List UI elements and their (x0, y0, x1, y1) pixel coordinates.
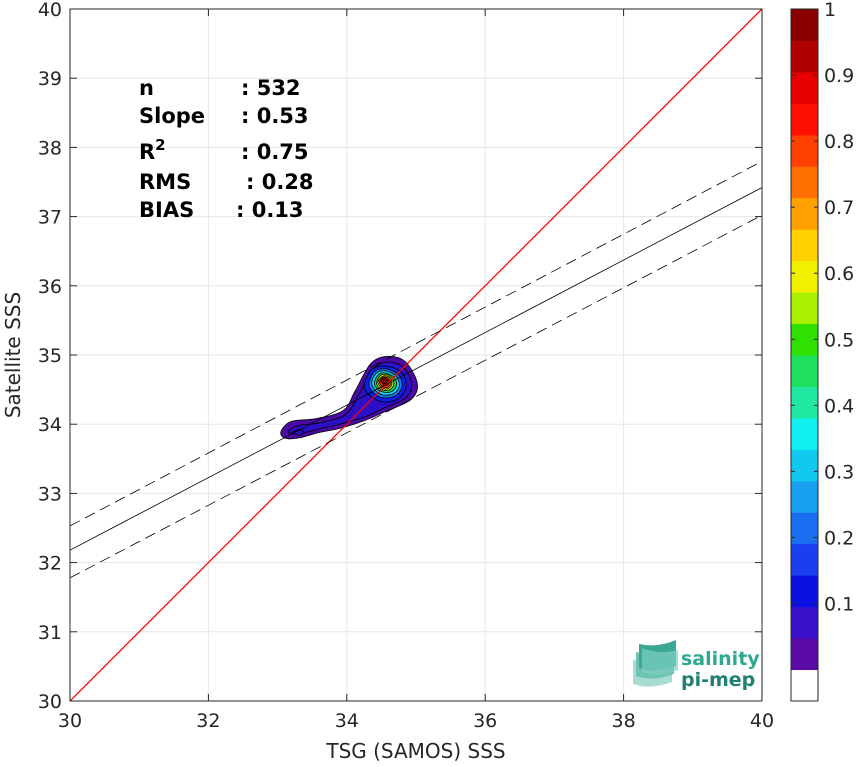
colorbar-segment (791, 417, 818, 450)
x-tick-label: 32 (196, 710, 220, 732)
colorbar-tick-label: 0.8 (824, 131, 854, 153)
colorbar-segment (791, 292, 818, 325)
y-tick-label: 35 (38, 345, 62, 367)
colorbar-segment (791, 71, 818, 104)
stat-value: : 0.28 (246, 170, 314, 194)
logo-waves-icon (633, 640, 678, 687)
colorbar-segment (791, 40, 818, 73)
regression-lines (70, 9, 762, 701)
y-tick-label: 34 (38, 414, 62, 436)
colorbar-frame (790, 8, 819, 702)
x-tick-label: 40 (750, 710, 774, 732)
colorbar-segment (791, 449, 818, 482)
y-tick-label: 38 (38, 137, 62, 159)
colorbar-tick-label: 0.2 (824, 527, 854, 549)
stat-value: : 0.75 (241, 140, 309, 164)
grid-lines (69, 8, 763, 702)
y-tick-label: 39 (38, 68, 62, 90)
colorbar-tick-label: 0.1 (824, 593, 854, 615)
density-contour-level (382, 378, 388, 385)
colorbar-segment (791, 197, 818, 230)
colorbar-segment (791, 323, 818, 356)
logo-text-line2: pi-mep (681, 669, 755, 691)
colorbar-segment (791, 543, 818, 576)
y-tick-label: 32 (38, 553, 62, 575)
stat-value: : 532 (241, 76, 301, 100)
colorbar-tick-label: 1 (824, 0, 836, 21)
stat-label: RMS (139, 170, 191, 194)
x-tick-label: 38 (612, 710, 636, 732)
colorbar-tick-label: 0.4 (824, 395, 854, 417)
identity-line (70, 9, 762, 701)
colorbar-segment (791, 386, 818, 419)
statistics-panel: n : 532 Slope : 0.53 R2 : 0.75 RMS : 0.28 BIAS : … (139, 76, 314, 222)
regression-bound-line (70, 160, 762, 527)
colorbar-tick-label: 0.6 (824, 263, 854, 285)
colorbar (791, 9, 818, 702)
colorbar-segment (791, 103, 818, 136)
x-tick-label: 34 (335, 710, 359, 732)
x-tick-label: 30 (58, 710, 82, 732)
y-tick-label: 31 (38, 622, 62, 644)
colorbar-segment (791, 606, 818, 639)
colorbar-tick-label: 0.9 (824, 65, 854, 87)
x-axis-label: TSG (SAMOS) SSS (325, 739, 505, 763)
colorbar-segment (791, 575, 818, 608)
stat-value: : 0.53 (241, 104, 309, 128)
colorbar-segment (791, 166, 818, 199)
density-contours (280, 355, 418, 440)
colorbar-tick-label: 0.7 (824, 197, 854, 219)
regression-fit-line (70, 187, 762, 551)
y-tick-label: 37 (38, 207, 62, 229)
x-axis-ticks: 30 32 34 36 38 40 (58, 9, 774, 732)
stat-label: n (139, 76, 154, 100)
y-axis-ticks: 30 31 32 33 34 35 36 37 38 39 40 (38, 0, 762, 713)
colorbar-segment (791, 260, 818, 293)
x-tick-label: 36 (473, 710, 497, 732)
density-contour-level (292, 429, 305, 436)
colorbar-segment (791, 9, 818, 41)
stat-label: R2 (139, 136, 166, 164)
y-tick-label: 30 (38, 691, 62, 713)
salinity-pi-mep-logo: salinity pi-mep (633, 640, 760, 691)
colorbar-tick-label: 0.3 (824, 461, 854, 483)
logo-text-line1: salinity (681, 648, 760, 670)
colorbar-segment (791, 638, 818, 671)
colorbar-segment (791, 669, 818, 702)
colorbar-tick-label: 0.5 (824, 329, 854, 351)
regression-bound-line (70, 214, 762, 579)
colorbar-segment (791, 480, 818, 513)
y-tick-label: 36 (38, 276, 62, 298)
colorbar-segment (791, 229, 818, 262)
colorbar-segment (791, 512, 818, 545)
colorbar-segment (791, 134, 818, 167)
y-tick-label: 40 (38, 0, 62, 21)
colorbar-segment (791, 355, 818, 387)
stat-label: Slope (139, 104, 205, 128)
y-axis-label: Satellite SSS (1, 292, 25, 418)
stat-label: BIAS (139, 198, 194, 222)
colorbar-ticks: 0.1 0.2 0.3 0.4 0.5 0.6 0.7 0.8 0.9 1 (791, 0, 854, 615)
stat-value: : 0.13 (236, 198, 304, 222)
y-tick-label: 33 (38, 483, 62, 505)
